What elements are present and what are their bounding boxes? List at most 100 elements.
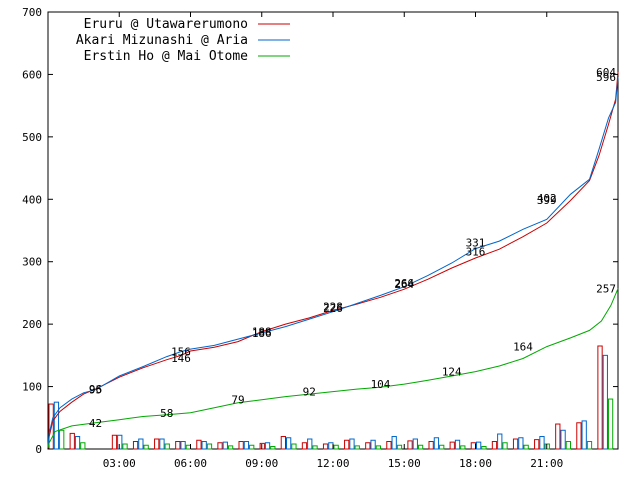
histogram-bar [502,442,508,450]
histogram-bar [433,437,440,450]
histogram-bar [243,441,250,450]
histogram-bar [154,438,160,450]
histogram-bar [307,438,313,450]
data-label: 42 [89,417,102,430]
y-tick-label: 300 [22,256,42,269]
histogram-bar [581,420,587,450]
histogram-bar [534,439,540,450]
data-label: 264 [394,278,414,291]
histogram-bar [497,433,503,450]
histogram-bar [412,438,418,450]
histogram-bar [460,445,466,450]
y-tick-label: 400 [22,193,42,206]
data-label: 257 [596,283,616,296]
histogram-bar [164,443,170,450]
x-tick-label: 06:00 [174,457,207,470]
histogram-bar [439,444,445,450]
histogram-bar [565,441,572,450]
histogram-bar [217,442,223,450]
histogram-bar [59,429,65,450]
data-label: 124 [442,366,462,379]
data-label: 104 [371,378,391,391]
histogram-bar [354,445,360,450]
data-label: 188 [252,326,272,339]
x-tick-label: 12:00 [316,457,349,470]
data-label: 92 [303,386,316,399]
x-tick-label: 15:00 [388,457,421,470]
histogram-bar [80,442,86,450]
x-tick-label: 09:00 [245,457,278,470]
plot-area [47,11,619,450]
histogram-bar [560,429,566,450]
y-tick-label: 0 [35,443,42,456]
axis-layer: 0 100 200 300 400 500 600 700 03:00 06:00 09:00 12:… [22,6,618,470]
data-label: 228 [323,301,343,314]
histogram-bar [607,398,614,450]
histogram-bar [249,444,255,450]
histogram-bar [122,443,128,450]
y-tick-label: 200 [22,318,42,331]
histogram-bar [375,445,382,450]
histogram-bar [417,444,424,450]
histogram-bar [222,441,228,450]
histogram-bar [386,441,392,450]
histogram-bar [111,434,118,450]
histogram-bar [576,422,582,450]
data-label: 266 [394,277,414,290]
line-layer [47,71,619,448]
x-tick-label: 21:00 [530,457,563,470]
histogram-bar [370,439,376,450]
histogram-bar [53,401,60,450]
histogram-bar [586,441,593,450]
histogram-bar [512,438,519,450]
series-line [47,288,619,448]
histogram-bar [206,443,213,450]
histogram-bar [322,443,329,450]
histogram-bar [264,442,271,450]
histogram-bar [238,441,244,450]
histogram-bar [74,436,81,450]
y-tick-label: 700 [22,6,42,19]
data-label: 186 [252,327,272,340]
legend-label: Akari Mizunashi @ Aria [76,33,248,48]
histogram-bar [280,436,287,450]
value-label-layer: 96 146 188 228 266 316 399 604 95 156 186 226 264 331… [89,66,616,430]
x-tick-label: 18:00 [459,457,492,470]
y-tick-label: 500 [22,131,42,144]
data-label: 146 [171,352,191,365]
histogram-bar [69,432,75,450]
data-label: 79 [231,394,244,407]
histogram-bar [454,439,461,450]
histogram-bar [476,441,482,450]
histogram-bar [349,438,355,450]
histogram-bar [391,436,397,450]
data-label: 226 [323,302,343,315]
histogram-bar [286,437,292,450]
series-line [47,71,619,448]
series-line [47,76,619,446]
histogram-bar [138,438,144,450]
histogram-bar [449,441,455,450]
histogram-bar [175,441,181,450]
histogram-bar [291,443,297,450]
histogram-bar [539,436,545,450]
histogram-bar [428,441,434,450]
x-tick-label: 03:00 [103,457,136,470]
data-label: 95 [89,384,102,397]
y-tick-label: 100 [22,381,42,394]
data-label: 96 [89,383,102,396]
histogram-bar [518,437,524,450]
histogram-bar [132,441,139,450]
histogram-bar [407,440,413,450]
data-label: 331 [466,236,486,249]
histogram-bar [597,345,603,450]
histogram-bar [301,442,308,450]
data-label: 316 [466,246,486,259]
histogram-bar [555,423,561,450]
histogram-bar [270,446,276,450]
histogram-bar [333,444,339,450]
data-label: 164 [513,341,533,354]
histogram-bar [227,445,234,450]
histogram-bar [365,442,371,450]
